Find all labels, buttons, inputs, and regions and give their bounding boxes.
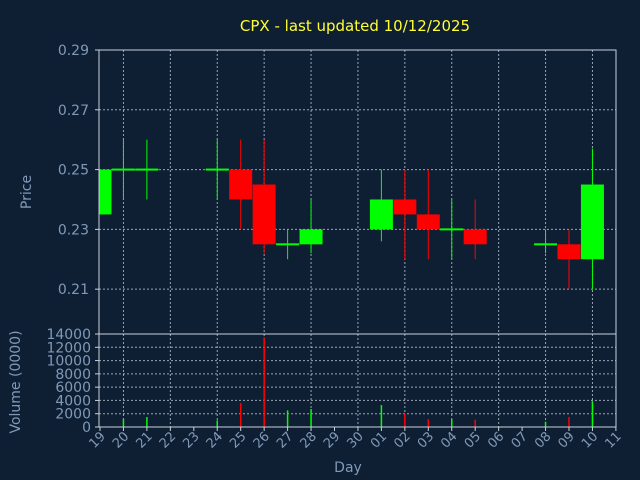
x-tick-label: 02 xyxy=(391,429,413,451)
volume-y-tick-label: 12000 xyxy=(46,340,91,356)
candle xyxy=(252,139,276,254)
x-tick-label: 11 xyxy=(602,429,624,451)
candle xyxy=(229,139,253,230)
price-y-tick-label: 0.23 xyxy=(58,222,89,238)
volume-y-tick-label: 6000 xyxy=(55,380,91,396)
candles xyxy=(99,139,604,290)
x-ticks: 19 20 21 22 23 24 25 26 27 28 29 30 01 02 03 04 05 06 07 08… xyxy=(87,427,625,452)
x-tick-label: 09 xyxy=(556,429,578,451)
candle xyxy=(111,139,135,200)
chart-title: CPX - last updated 10/12/2025 xyxy=(240,17,470,35)
candle xyxy=(99,169,112,215)
x-tick-label: 07 xyxy=(509,429,531,451)
x-tick-label: 30 xyxy=(344,429,366,451)
candle-body xyxy=(252,184,276,245)
volume-bar xyxy=(310,409,312,427)
volume-bar xyxy=(568,417,570,427)
candle xyxy=(440,199,464,260)
x-tick-label: 25 xyxy=(227,429,249,451)
candle-body xyxy=(299,229,323,245)
volume-y-tick-label: 0 xyxy=(82,420,91,436)
x-tick-label: 27 xyxy=(274,429,296,451)
candle xyxy=(393,169,417,260)
candle-body xyxy=(463,229,487,245)
volume-bar xyxy=(404,413,406,427)
volume-bar xyxy=(474,419,476,427)
volume-panel-frame xyxy=(98,333,617,428)
x-tick-label: 06 xyxy=(485,429,507,451)
candle-body xyxy=(111,168,135,171)
x-tick-label: 20 xyxy=(110,429,132,451)
volume-bar xyxy=(427,419,430,427)
volume-bar xyxy=(216,420,218,427)
x-axis-label: Day xyxy=(334,460,362,476)
candle-body xyxy=(393,199,417,215)
candle xyxy=(557,229,581,290)
x-tick-label: 23 xyxy=(180,429,202,451)
x-tick-label: 03 xyxy=(415,429,437,451)
candle-body xyxy=(135,168,159,171)
candle xyxy=(416,169,440,260)
price-y-tick-label: 0.27 xyxy=(58,103,89,119)
price-y-tick-label: 0.25 xyxy=(58,163,89,179)
candle-body xyxy=(276,243,300,246)
x-tick-label: 04 xyxy=(438,429,460,451)
candle xyxy=(135,139,159,200)
volume-bar xyxy=(451,419,453,427)
volume-bar xyxy=(146,417,148,427)
candle-body xyxy=(205,168,229,171)
price-grid xyxy=(99,49,616,334)
candle-body xyxy=(229,169,253,200)
volume-bars xyxy=(122,337,594,427)
candle-body xyxy=(416,214,440,230)
candle-body xyxy=(534,243,558,246)
volume-bar xyxy=(591,401,594,427)
volume-bar xyxy=(122,419,125,427)
volume-bar xyxy=(544,421,547,427)
volume-y-tick-label: 2000 xyxy=(55,407,91,423)
candle xyxy=(205,139,229,200)
candle-body xyxy=(580,184,604,260)
x-tick-label: 24 xyxy=(204,429,226,451)
volume-y-tick-label: 8000 xyxy=(55,367,91,383)
x-tick-label: 29 xyxy=(321,429,343,451)
volume-y-tick-label: 10000 xyxy=(46,354,91,370)
x-tick-label: 26 xyxy=(251,429,273,451)
candle-body xyxy=(369,199,393,230)
volume-grid xyxy=(99,333,616,428)
volume-y-tick-label: 4000 xyxy=(55,393,91,409)
candle xyxy=(534,229,558,254)
x-tick-label: 21 xyxy=(133,429,155,451)
candle xyxy=(299,199,323,254)
x-tick-label: 05 xyxy=(462,429,484,451)
x-tick-label: 22 xyxy=(157,429,179,451)
volume-bar xyxy=(380,405,383,427)
candle-body xyxy=(440,228,464,231)
price-y-tick-label: 0.29 xyxy=(58,43,89,59)
x-tick-label: 28 xyxy=(298,429,320,451)
candle xyxy=(369,169,393,242)
x-tick-label: 08 xyxy=(532,429,554,451)
price-y-ticks: 0.29 0.27 0.25 0.23 0.21 xyxy=(58,43,99,298)
volume-bar xyxy=(239,403,242,427)
candle-body xyxy=(557,244,581,260)
candle-body xyxy=(100,169,112,215)
volume-bar xyxy=(286,410,289,427)
x-tick-label: 10 xyxy=(579,429,601,451)
candle xyxy=(276,229,300,260)
volume-axis-label: Volume (0000) xyxy=(8,330,24,433)
candle xyxy=(580,148,604,290)
x-tick-label: 01 xyxy=(368,429,390,451)
volume-y-tick-label: 14000 xyxy=(46,327,91,343)
candle xyxy=(463,199,487,260)
volume-bar xyxy=(263,337,265,427)
price-axis-label: Price xyxy=(19,175,35,209)
price-y-tick-label: 0.21 xyxy=(58,282,89,298)
